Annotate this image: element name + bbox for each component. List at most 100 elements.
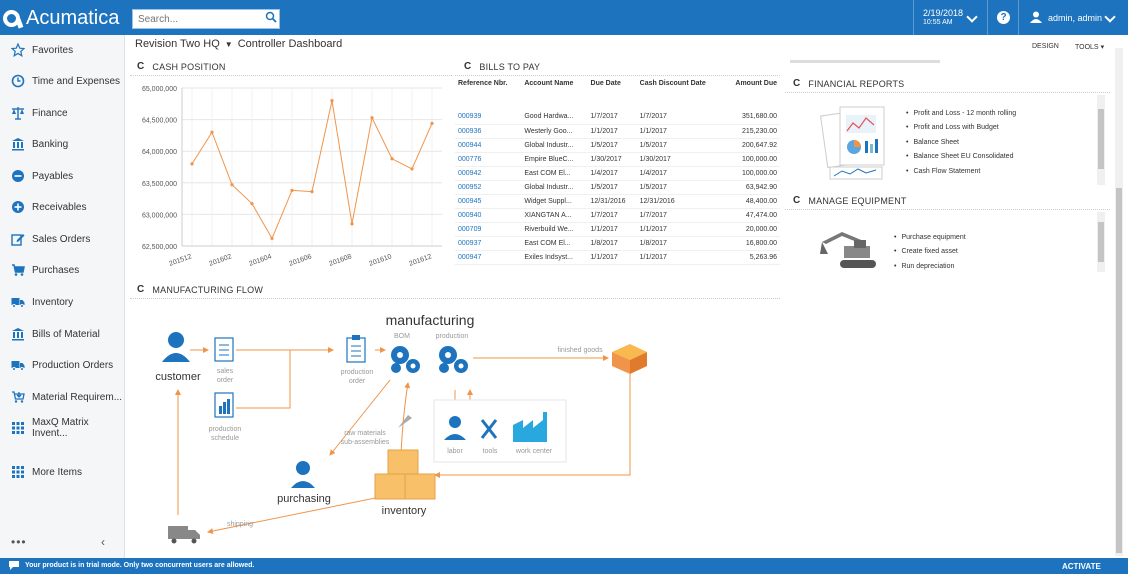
y-tick-label: 63,000,000 bbox=[142, 212, 177, 219]
reference-link[interactable]: 000936 bbox=[455, 124, 522, 139]
scrollbar-thumb[interactable] bbox=[1098, 109, 1104, 169]
column-header[interactable]: Cash Discount Date bbox=[639, 80, 706, 87]
chevron-down-icon[interactable] bbox=[1104, 11, 1116, 23]
user-menu[interactable]: admin, admin bbox=[1048, 13, 1103, 23]
reference-link[interactable]: 000939 bbox=[455, 110, 522, 125]
widget-title: CASH POSITION bbox=[152, 61, 226, 72]
reference-link[interactable]: 000945 bbox=[455, 194, 522, 209]
table-row[interactable]: 000945 Widget Suppl... 12/31/2016 12/31/201… bbox=[455, 194, 780, 209]
company-selector[interactable]: Revision Two HQ bbox=[135, 38, 220, 50]
sidebar-item-inventory[interactable]: Inventory bbox=[0, 287, 125, 317]
reference-link[interactable]: 000942 bbox=[455, 166, 522, 181]
refresh-icon[interactable]: C bbox=[137, 284, 145, 295]
page-scrollbar[interactable] bbox=[1115, 48, 1123, 556]
chevron-down-icon[interactable] bbox=[966, 11, 978, 23]
table-row[interactable]: 000952 Global Industr... 1/5/2017 1/5/2017 6… bbox=[455, 180, 780, 195]
current-time: 10:55 AM bbox=[923, 19, 953, 26]
equipment-link[interactable]: Run depreciation bbox=[894, 259, 966, 274]
column-header[interactable]: Account Name bbox=[524, 80, 574, 87]
production-order-label: production order bbox=[341, 369, 374, 385]
reference-link[interactable]: 000947 bbox=[455, 250, 522, 265]
reference-link[interactable]: 000940 bbox=[455, 208, 522, 223]
financial-reports-scrollbar[interactable] bbox=[1097, 95, 1105, 185]
widget-title: MANUFACTURING FLOW bbox=[152, 284, 264, 295]
activate-button[interactable]: ACTIVATE bbox=[1062, 562, 1101, 571]
table-cell: 1/5/2017 bbox=[636, 180, 723, 195]
table-cell: 1/4/2017 bbox=[587, 166, 637, 181]
report-link[interactable]: Balance Sheet bbox=[906, 135, 1016, 150]
scrollbar-thumb[interactable] bbox=[1116, 188, 1122, 553]
sidebar-item-material-requirements[interactable]: Material Requirem... bbox=[0, 382, 125, 412]
sidebar-item-banking[interactable]: Banking bbox=[0, 129, 125, 159]
acumatica-logo[interactable]: Acumatica bbox=[3, 7, 119, 29]
table-row[interactable]: 000939 Good Hardwa... 1/7/2017 1/7/2017 351,… bbox=[455, 110, 780, 125]
table-row[interactable]: 000947 Exiles Indsyst... 1/1/2017 1/1/2017 5… bbox=[455, 250, 780, 265]
bom-gears-icon bbox=[391, 346, 420, 373]
table-cell: 100,000.00 bbox=[722, 152, 780, 167]
table-row[interactable]: 000709 Riverbuild We... 1/1/2017 1/1/2017 20… bbox=[455, 222, 780, 237]
reference-link[interactable]: 000944 bbox=[455, 138, 522, 153]
user-icon[interactable] bbox=[1029, 10, 1043, 24]
report-link[interactable]: Profit and Loss - 12 month rolling bbox=[906, 106, 1016, 121]
reference-link[interactable]: 000776 bbox=[455, 152, 522, 167]
refresh-icon[interactable]: C bbox=[793, 78, 801, 89]
x-tick-label: 201602 bbox=[208, 253, 232, 268]
table-row[interactable]: 000942 East COM El... 1/4/2017 1/4/2017 100,… bbox=[455, 166, 780, 181]
sidebar-item-maxq-matrix[interactable]: MaxQ Matrix Invent... bbox=[0, 413, 125, 443]
sales-order-label: sales order bbox=[217, 368, 234, 384]
reference-link[interactable]: 000952 bbox=[455, 180, 522, 195]
scales-icon bbox=[11, 106, 25, 120]
table-row[interactable]: 000944 Global Industr... 1/5/2017 1/5/2017 2… bbox=[455, 138, 780, 153]
caret-down-icon[interactable]: ▼ bbox=[224, 39, 233, 49]
reference-link[interactable]: 000709 bbox=[455, 222, 522, 237]
table-row[interactable]: 000940 XIANGTAN A... 1/7/2017 1/7/2017 47,47… bbox=[455, 208, 780, 223]
table-row[interactable]: 000936 Westerly Goo... 1/1/2017 1/1/2017 215… bbox=[455, 124, 780, 139]
date-time-selector[interactable]: 2/19/2018 10:55 AM bbox=[923, 9, 963, 27]
column-header[interactable]: Due Date bbox=[590, 80, 621, 87]
data-point bbox=[390, 157, 394, 161]
help-icon[interactable]: ? bbox=[997, 11, 1010, 24]
data-point bbox=[310, 190, 314, 194]
tools-menu[interactable]: TOOLS ▾ bbox=[1075, 43, 1104, 51]
design-button[interactable]: DESIGN bbox=[1032, 43, 1059, 50]
more-options-icon[interactable]: ••• bbox=[11, 535, 27, 549]
sidebar-item-bills-of-material[interactable]: Bills of Material bbox=[0, 319, 125, 349]
table-row[interactable]: 000937 East COM El... 1/8/2017 1/8/2017 16,8… bbox=[455, 236, 780, 251]
refresh-icon[interactable]: C bbox=[137, 61, 145, 72]
sidebar-item-receivables[interactable]: Receivables bbox=[0, 192, 125, 222]
equipment-link[interactable]: Create fixed asset bbox=[894, 245, 966, 260]
sidebar-item-payables[interactable]: Payables bbox=[0, 161, 125, 191]
widget-title: BILLS TO PAY bbox=[479, 61, 541, 72]
sidebar-item-favorites[interactable]: Favorites bbox=[0, 35, 125, 65]
horizontal-scrollbar[interactable] bbox=[790, 60, 940, 63]
column-header[interactable]: Amount Due bbox=[735, 80, 777, 87]
equipment-scrollbar[interactable] bbox=[1097, 212, 1105, 272]
x-tick-label: 201512 bbox=[168, 253, 192, 268]
production-schedule-icon bbox=[214, 392, 234, 418]
report-link[interactable]: Cash Flow Statement bbox=[906, 164, 1016, 179]
sidebar-more-items[interactable]: More Items bbox=[0, 457, 125, 487]
refresh-icon[interactable]: C bbox=[464, 61, 472, 72]
collapse-sidebar-icon[interactable]: ‹ bbox=[101, 535, 105, 549]
scrollbar-thumb[interactable] bbox=[1098, 222, 1104, 262]
column-header[interactable]: Reference Nbr. bbox=[458, 80, 508, 87]
report-link[interactable]: Profit and Loss with Budget bbox=[906, 121, 1016, 136]
reference-link[interactable]: 000937 bbox=[455, 236, 522, 251]
sidebar-item-label: Receivables bbox=[32, 201, 87, 213]
table-cell: 1/5/2017 bbox=[587, 180, 637, 195]
tools-label: TOOLS bbox=[1075, 44, 1099, 51]
search-input[interactable] bbox=[132, 9, 280, 29]
report-link[interactable]: Balance Sheet EU Consolidated bbox=[906, 150, 1016, 165]
sidebar: Favorites Time and Expenses Finance Bank… bbox=[0, 35, 125, 558]
equipment-link[interactable]: Purchase equipment bbox=[894, 230, 965, 245]
sidebar-item-production-orders[interactable]: Production Orders bbox=[0, 350, 125, 380]
sidebar-item-finance[interactable]: Finance bbox=[0, 98, 125, 128]
search-icon[interactable] bbox=[265, 11, 277, 23]
separator bbox=[987, 0, 988, 35]
table-row[interactable]: 000776 Empire BlueC... 1/30/2017 1/30/2017 1… bbox=[455, 152, 780, 167]
sidebar-item-sales-orders[interactable]: Sales Orders bbox=[0, 224, 125, 254]
table-cell: 47,474.00 bbox=[722, 208, 780, 223]
sidebar-item-time-and-expenses[interactable]: Time and Expenses bbox=[0, 66, 125, 96]
refresh-icon[interactable]: C bbox=[793, 195, 801, 206]
sidebar-item-purchases[interactable]: Purchases bbox=[0, 255, 125, 285]
